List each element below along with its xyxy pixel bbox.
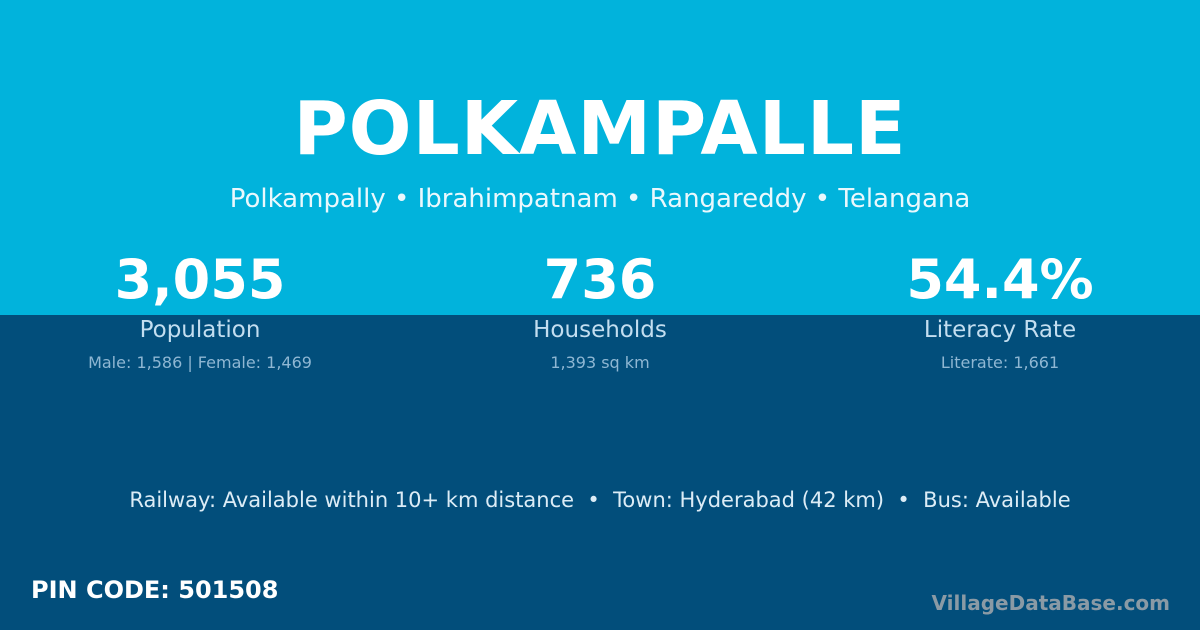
header-band [0,0,1200,315]
stat-detail: Male: 1,586 | Female: 1,469 [88,353,312,372]
stat-literacy: 54.4% Literacy Rate Literate: 1,661 [800,248,1200,375]
stat-detail: Literate: 1,661 [940,353,1060,372]
amenities-line: Railway: Available within 10+ km distanc… [129,488,1071,512]
stat-label: Literacy Rate [923,317,1077,343]
stat-detail: 1,393 sq km [550,353,650,372]
stat-value: 54.4% [906,248,1094,311]
stat-value: 736 [543,248,657,311]
village-name: POLKAMPALLE [293,86,907,172]
location-breadcrumb: Polkampally • Ibrahimpatnam • Rangareddy… [229,184,971,214]
pin-code: PIN CODE: 501508 [31,576,279,604]
stat-label: Population [139,317,261,343]
stat-value: 3,055 [114,248,286,311]
details-band [0,315,1200,630]
stat-label: Households [533,317,667,343]
stat-population: 3,055 Population Male: 1,586 | Female: 1… [0,248,400,375]
brand-logo: VillageDataBase.com [931,591,1170,615]
stat-households: 736 Households 1,393 sq km [400,248,800,375]
